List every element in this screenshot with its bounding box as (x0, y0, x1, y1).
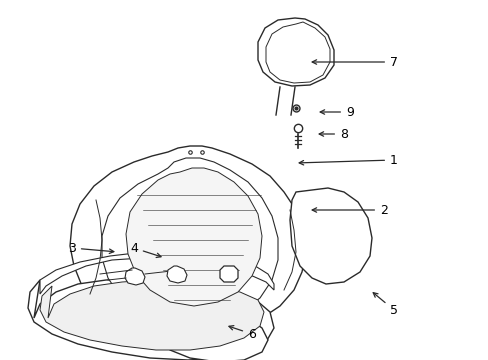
Polygon shape (102, 158, 278, 326)
Polygon shape (126, 168, 262, 306)
Text: 3: 3 (68, 242, 114, 255)
Polygon shape (167, 266, 186, 283)
Polygon shape (28, 278, 273, 360)
Text: 5: 5 (372, 293, 397, 316)
Text: 6: 6 (228, 326, 255, 341)
Polygon shape (220, 266, 238, 282)
Text: 1: 1 (299, 153, 397, 166)
Polygon shape (125, 268, 145, 285)
Text: 7: 7 (311, 55, 397, 68)
Polygon shape (70, 146, 305, 336)
Text: 2: 2 (311, 203, 387, 216)
Polygon shape (265, 22, 329, 83)
Polygon shape (40, 250, 273, 294)
Polygon shape (258, 18, 333, 86)
Text: 4: 4 (130, 242, 161, 257)
Text: 9: 9 (320, 105, 353, 118)
Polygon shape (289, 188, 371, 284)
Text: 8: 8 (319, 127, 347, 140)
Polygon shape (162, 308, 267, 360)
Polygon shape (40, 280, 264, 350)
